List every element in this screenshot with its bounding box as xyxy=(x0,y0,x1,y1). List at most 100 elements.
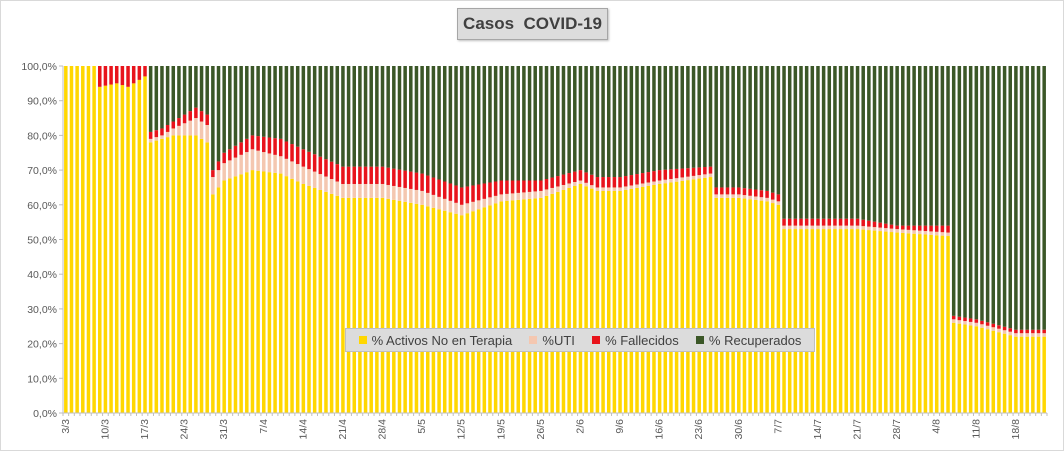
bar-recuperados xyxy=(199,66,204,112)
bar-fallecidos xyxy=(386,167,390,185)
bar-uti xyxy=(341,183,345,198)
bar-activos xyxy=(934,235,939,413)
bar-group-15-7 xyxy=(821,66,826,413)
bar-recuperados xyxy=(510,66,515,181)
bar-activos xyxy=(872,230,877,413)
bar-recuperados xyxy=(544,66,549,180)
bar-activos xyxy=(765,201,769,413)
bar-uti xyxy=(895,229,899,233)
bar-group-20-7 xyxy=(850,66,854,413)
bar-group-31-3 xyxy=(222,66,226,413)
bar-group-5-4 xyxy=(250,66,255,413)
bar-fallecidos xyxy=(148,131,153,139)
bar-recuperados xyxy=(1008,66,1012,329)
bar-recuperados xyxy=(533,66,537,181)
bar-uti xyxy=(703,174,707,178)
bar-uti xyxy=(256,150,260,171)
x-tick-label: 31/3 xyxy=(218,419,230,440)
bar-fallecidos xyxy=(177,118,181,126)
bar-fallecidos xyxy=(228,149,232,161)
x-tick-label: 23/6 xyxy=(693,419,705,440)
bar-activos xyxy=(573,185,577,413)
bar-recuperados xyxy=(884,66,888,224)
bar-group-22-8 xyxy=(1036,66,1041,413)
bar-recuperados xyxy=(782,66,786,219)
legend-label-recuperados: % Recuperados xyxy=(708,332,802,348)
bar-fallecidos xyxy=(409,171,413,189)
bar-group-13-3 xyxy=(120,66,125,413)
bar-uti xyxy=(352,183,356,198)
bar-fallecidos xyxy=(375,166,379,184)
bar-activos xyxy=(256,170,260,413)
bar-activos xyxy=(488,205,492,413)
bar-activos xyxy=(228,178,232,413)
bar-recuperados xyxy=(1042,66,1046,330)
bar-recuperados xyxy=(606,66,611,178)
bar-fallecidos xyxy=(844,218,848,226)
bar-fallecidos xyxy=(720,187,724,195)
bar-group-24-7 xyxy=(872,66,877,413)
bar-recuperados xyxy=(810,66,815,219)
bar-fallecidos xyxy=(556,176,560,187)
bar-fallecidos xyxy=(573,171,577,182)
bar-recuperados xyxy=(171,66,176,122)
bar-fallecidos xyxy=(312,154,317,172)
bar-group-14-8 xyxy=(991,66,996,413)
bar-activos xyxy=(787,229,792,413)
legend-item-fallecidos: % Fallecidos xyxy=(592,333,679,348)
bar-uti xyxy=(431,194,436,208)
bar-recuperados xyxy=(674,66,679,169)
bar-uti xyxy=(420,190,424,205)
bar-recuperados xyxy=(307,66,311,152)
x-tick-label: 14/7 xyxy=(812,419,824,440)
bar-group-17-5 xyxy=(488,66,492,413)
bar-activos xyxy=(810,229,815,413)
bar-group-25-7 xyxy=(878,66,882,413)
bar-group-6-3 xyxy=(81,66,85,413)
bar-group-13-4 xyxy=(295,66,300,413)
bar-recuperados xyxy=(799,66,803,219)
bar-group-20-5 xyxy=(505,66,509,413)
bar-uti xyxy=(782,225,786,230)
bar-activos xyxy=(674,181,679,413)
bar-activos xyxy=(680,180,684,413)
bar-activos xyxy=(267,172,272,413)
y-tick-label: 0,0% xyxy=(33,408,57,420)
bar-group-27-4 xyxy=(375,66,379,413)
bar-fallecidos xyxy=(318,156,323,175)
bar-group-2-6 xyxy=(578,66,583,413)
bar-fallecidos xyxy=(363,166,368,184)
bar-uti xyxy=(182,123,187,136)
bar-activos xyxy=(505,200,509,413)
bar-group-12-6 xyxy=(635,66,639,413)
bar-recuperados xyxy=(974,66,979,320)
bar-activos xyxy=(363,197,368,413)
bar-group-31-5 xyxy=(567,66,571,413)
bar-activos xyxy=(855,229,860,413)
bar-recuperados xyxy=(267,66,272,138)
bar-group-21-4 xyxy=(341,66,345,413)
bar-activos xyxy=(471,211,475,413)
bar-group-29-7 xyxy=(901,66,905,413)
bar-fallecidos xyxy=(1002,326,1007,331)
bar-group-30-7 xyxy=(906,66,911,413)
bar-uti xyxy=(437,196,441,210)
bar-activos xyxy=(663,183,668,413)
bar-recuperados xyxy=(471,66,475,186)
bar-fallecidos xyxy=(544,179,549,190)
bar-group-17-6 xyxy=(663,66,668,413)
bar-activos xyxy=(114,83,119,413)
bar-fallecidos xyxy=(516,180,520,193)
bar-recuperados xyxy=(505,66,509,181)
bar-uti xyxy=(601,187,605,191)
bar-group-26-3 xyxy=(194,66,198,413)
bar-activos xyxy=(409,202,413,413)
bar-uti xyxy=(957,320,962,324)
bar-recuperados xyxy=(669,66,673,170)
y-tick-label: 100,0% xyxy=(21,61,57,73)
bar-recuperados xyxy=(867,66,871,221)
bar-activos xyxy=(420,204,424,413)
bar-uti xyxy=(1019,333,1024,337)
bar-recuperados xyxy=(590,66,594,175)
bar-activos xyxy=(635,187,639,413)
